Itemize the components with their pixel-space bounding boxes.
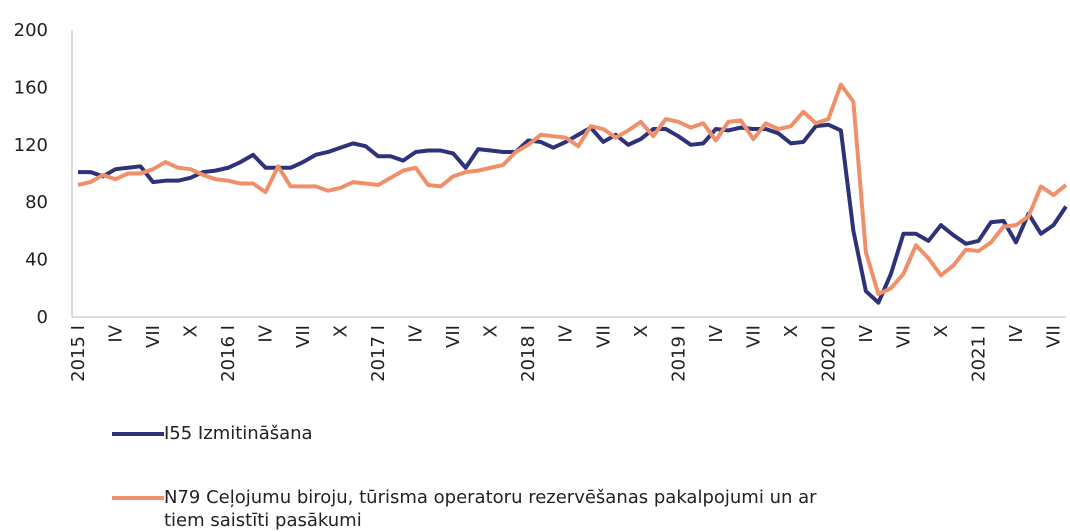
x-tick-label: IV <box>256 324 277 342</box>
x-tick-label: IV <box>406 324 427 342</box>
y-tick-label: 200 <box>14 20 48 41</box>
legend-label: I55 Izmitināšana <box>164 423 313 444</box>
x-tick-label: VII <box>1043 325 1064 348</box>
x-tick-label: X <box>181 325 202 337</box>
x-tick-label: X <box>631 325 652 337</box>
x-tick-label: X <box>781 325 802 337</box>
x-tick-label: VII <box>443 325 464 348</box>
x-tick-label: 2019 I <box>668 325 689 382</box>
x-tick-label: 2021 I <box>968 325 989 382</box>
legend-item: N79 Ceļojumu biroju, tūrisma operatoru r… <box>112 486 844 532</box>
x-tick-label: VII <box>743 325 764 348</box>
series-line <box>78 122 1068 305</box>
x-tick-label: IV <box>1006 324 1027 342</box>
x-tick-label: 2015 I <box>68 325 89 382</box>
x-tick-label: IV <box>106 324 127 342</box>
x-tick-label: X <box>931 325 952 337</box>
x-tick-label: 2016 I <box>218 325 239 382</box>
legend-swatch <box>112 432 164 436</box>
x-tick-label: IV <box>706 324 727 342</box>
y-tick-label: 80 <box>25 192 48 213</box>
x-tick-label: 2018 I <box>518 325 539 382</box>
x-tick-label: VII <box>593 325 614 348</box>
legend-label: N79 Ceļojumu biroju, tūrisma operatoru r… <box>164 487 817 531</box>
series-line <box>77 82 1068 297</box>
x-tick-label: VII <box>143 325 164 348</box>
y-tick-label: 40 <box>25 250 48 271</box>
y-tick-label: 0 <box>37 307 48 328</box>
x-tick-label: 2017 I <box>368 325 389 382</box>
chart: 0 40 80 120 160 200 2015 I IV VII X 2016 I IV VII X 20… <box>14 20 1068 382</box>
x-tick-label: VII <box>893 325 914 348</box>
legend-swatch <box>112 496 164 500</box>
y-tick-label: 120 <box>14 135 48 156</box>
legend-item: I55 Izmitināšana <box>112 422 313 445</box>
x-tick-label: IV <box>556 324 577 342</box>
x-tick-label: X <box>331 325 352 337</box>
y-tick-label: 160 <box>14 77 48 98</box>
x-tick-label: 2020 I <box>818 325 839 382</box>
x-tick-label: X <box>481 325 502 337</box>
x-tick-label: VII <box>293 325 314 348</box>
x-tick-label: IV <box>856 324 877 342</box>
